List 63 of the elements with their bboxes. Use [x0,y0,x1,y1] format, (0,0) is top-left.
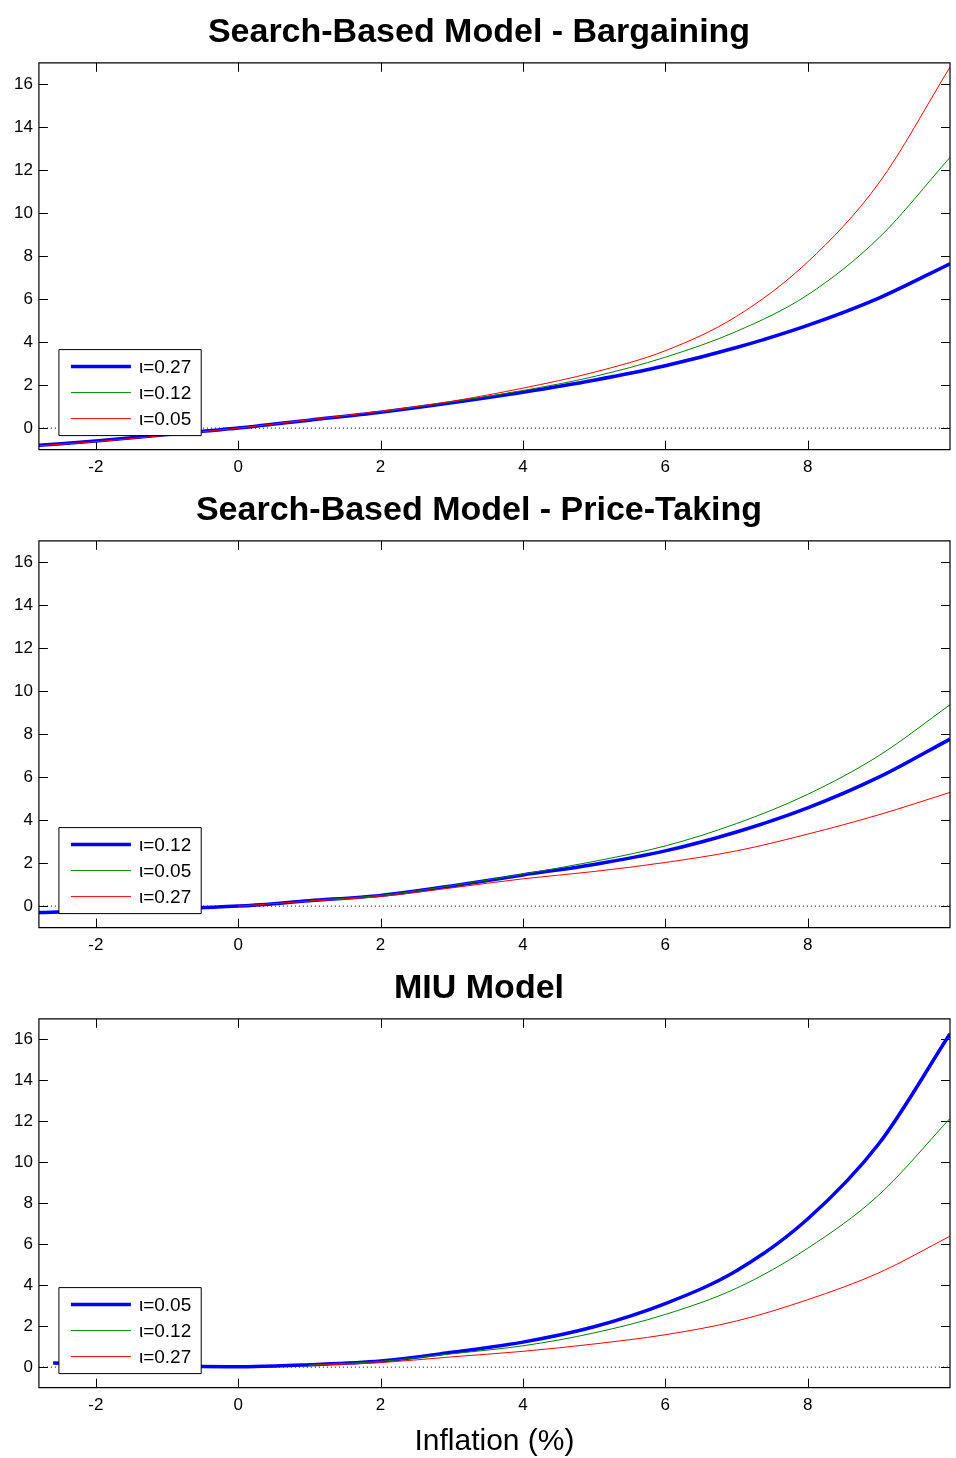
x-tick-label: 4 [518,935,528,955]
chart-title: Search-Based Model - Price-Taking [195,488,763,527]
y-tick-label: 2 [23,1315,33,1335]
x-tick-label: -2 [88,457,104,477]
y-tick-label: 12 [13,159,33,179]
x-tick-label: 2 [375,457,386,477]
x-tick-label: 2 [375,935,386,955]
x-tick-label: -2 [88,1395,104,1415]
legend-label: ι=0.27 [138,1345,192,1367]
chart-title: MIU Model [394,966,564,1005]
y-tick-label: 2 [23,852,33,872]
legend-label: ι=0.12 [138,381,192,403]
line-series [308,1235,950,1366]
line-series [308,704,950,902]
y-tick-label: 12 [13,637,33,657]
y-tick-label: 0 [23,895,33,915]
y-tick-label: 10 [13,202,33,222]
y-tick-label: 14 [13,1069,33,1089]
y-tick-label: 6 [23,288,33,308]
y-tick-label: 6 [23,766,33,786]
x-tick-label: -2 [88,935,104,955]
x-tick-label: 8 [802,1395,813,1415]
y-tick-label: 10 [13,1151,33,1171]
y-tick-label: 14 [13,116,33,136]
legend-label: ι=0.05 [138,1293,192,1315]
x-tick-label: 0 [233,457,243,477]
legend-label: ι=0.12 [138,1319,192,1341]
line-series [237,791,950,907]
x-tick-label: 8 [802,935,813,955]
y-tick-label: 0 [23,417,33,437]
y-tick-label: 4 [23,331,33,351]
x-tick-label: 4 [518,1395,528,1415]
y-tick-label: 10 [13,680,33,700]
x-tick-label: 0 [233,1395,243,1415]
line-series [308,1117,950,1366]
y-tick-label: 8 [23,723,33,743]
legend-label: ι=0.05 [138,407,192,429]
y-tick-label: 0 [23,1356,33,1376]
y-tick-label: 14 [13,594,33,614]
y-tick-label: 16 [13,1028,33,1048]
y-tick-label: 16 [13,551,33,571]
x-tick-label: 6 [660,1395,671,1415]
legend-label: ι=0.05 [138,859,192,881]
y-tick-label: 8 [23,1192,33,1212]
y-tick-label: 12 [13,1110,33,1130]
x-tick-label: 2 [375,1395,386,1415]
y-tick-label: 2 [23,374,33,394]
y-tick-label: 8 [23,245,33,265]
y-tick-label: 16 [13,73,33,93]
x-tick-label: 0 [233,935,243,955]
x-tick-label: 8 [802,457,813,477]
x-tick-label: 6 [660,935,671,955]
chart-title: Search-Based Model - Bargaining [207,10,751,49]
y-tick-label: 4 [23,1274,33,1294]
line-series [38,66,950,447]
y-tick-label: 6 [23,1233,33,1253]
legend-label: ι=0.27 [138,885,192,907]
x-tick-label: 6 [660,457,671,477]
legend-label: ι=0.12 [138,833,192,855]
y-tick-label: 4 [23,809,33,829]
x-axis-title: Inflation (%) [414,1423,575,1457]
legend-label: ι=0.27 [138,355,192,377]
x-tick-label: 4 [518,457,528,477]
